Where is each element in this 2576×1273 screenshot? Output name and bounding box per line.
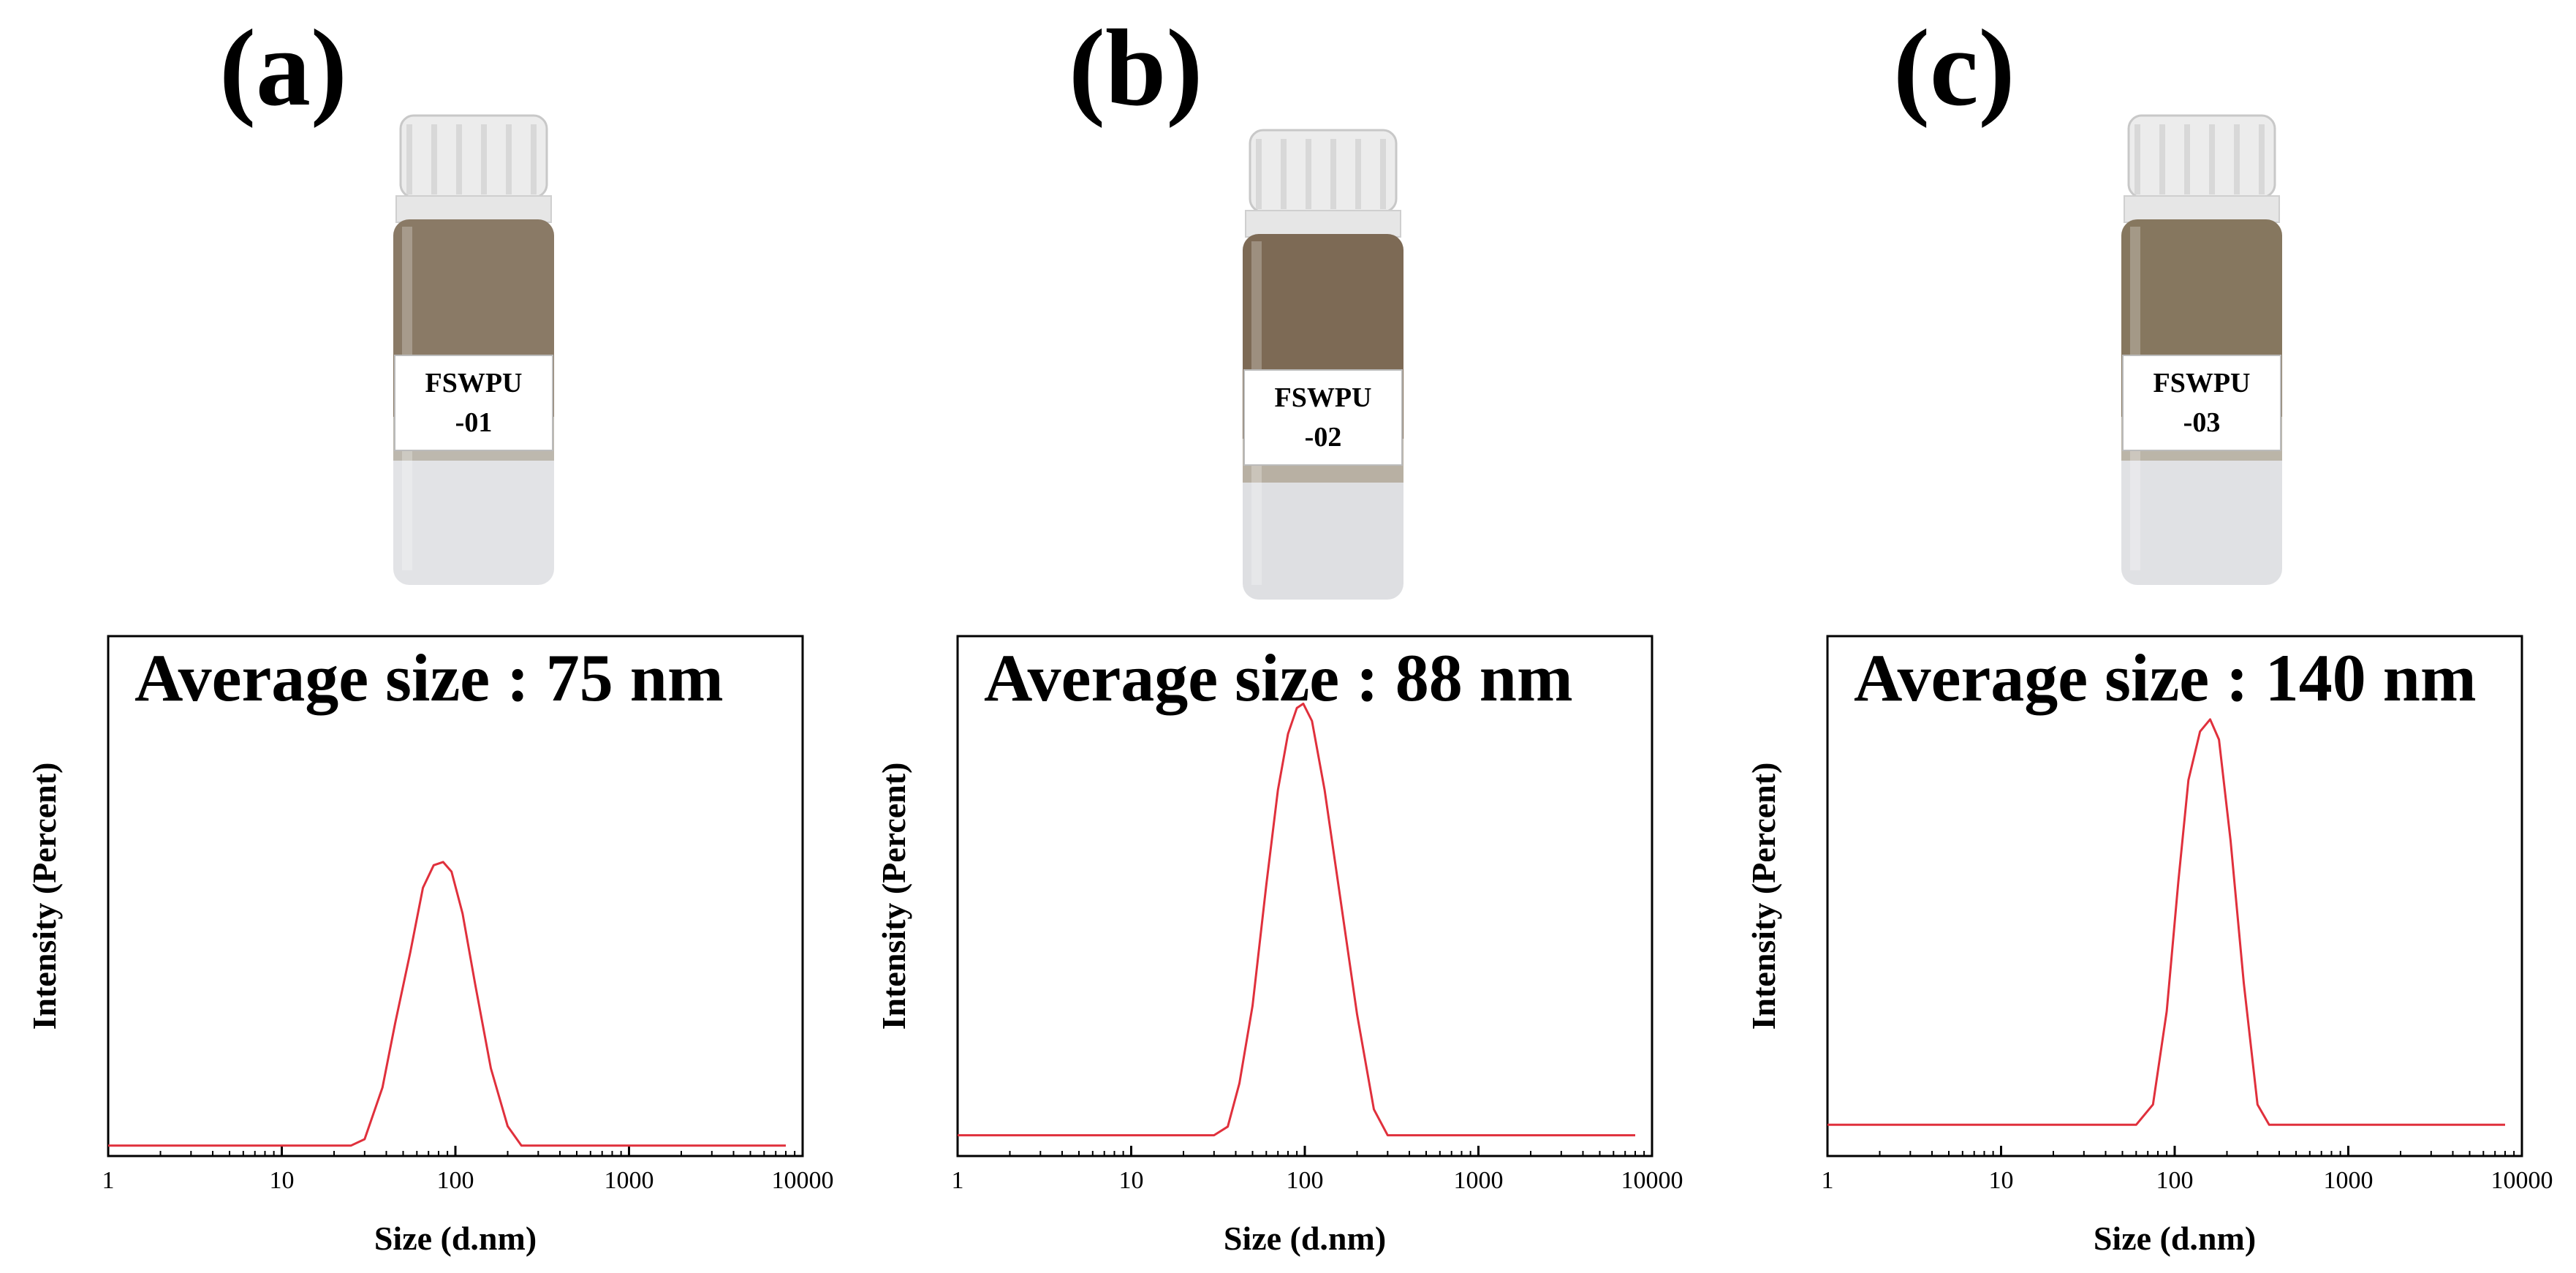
x-tick-label: 1 (102, 1167, 115, 1194)
vial-image: FSWPU -01 (393, 114, 554, 585)
x-tick-label: 1000 (605, 1167, 654, 1194)
x-tick-label: 1 (952, 1167, 964, 1194)
x-tick-label: 1000 (2324, 1167, 2374, 1194)
panel-letter: (a) (219, 7, 347, 129)
vial-image: FSWPU -03 (2121, 114, 2282, 585)
panel-letter: (c) (1893, 7, 2015, 129)
x-tick-label: 100 (1287, 1167, 1324, 1194)
chart-title: Average size : 88 nm (984, 641, 1573, 715)
panel-letter: (b) (1069, 7, 1203, 129)
series-line (108, 861, 786, 1147)
y-axis-label: Intensity (Percent) (26, 763, 63, 1030)
x-tick-label: 1 (1822, 1167, 1834, 1194)
vial-image: FSWPU -02 (1243, 129, 1403, 600)
x-tick-label: 100 (437, 1167, 474, 1194)
chart-title: Average size : 75 nm (135, 641, 724, 715)
x-tick-label: 100 (2156, 1167, 2194, 1194)
vial-label-line2: -02 (1305, 422, 1342, 453)
x-axis-label: Size (d.nm) (1224, 1220, 1386, 1257)
x-tick-label: 10000 (1621, 1167, 1683, 1194)
vial-label-line1: FSWPU (1275, 382, 1372, 413)
panel-a: (a) FSWPU -01 Average size : 75 nm 1 10 100… (0, 0, 858, 1273)
series-line (958, 702, 1635, 1137)
series-line (1827, 718, 2505, 1126)
vial-label-line2: -03 (2183, 407, 2221, 438)
x-tick-label: 10 (1119, 1167, 1144, 1194)
y-axis-label: Intensity (Percent) (875, 763, 912, 1030)
x-tick-label: 10 (270, 1167, 295, 1194)
vial-label-line1: FSWPU (2153, 368, 2251, 398)
x-tick-label: 1000 (1454, 1167, 1504, 1194)
y-axis-label: Intensity (Percent) (1745, 763, 1782, 1030)
x-tick-label: 10000 (772, 1167, 834, 1194)
x-axis-label: Size (d.nm) (374, 1220, 537, 1257)
vial-label-line1: FSWPU (425, 368, 523, 398)
chart-title: Average size : 140 nm (1854, 641, 2477, 715)
panel-c: (c) FSWPU -03 Average size : 140 nm 1 10 10… (1718, 0, 2576, 1273)
panel-b: (b) FSWPU -02 Average size : 88 nm 1 10 100… (854, 0, 1712, 1273)
dls-chart-a: Average size : 75 nm 1 10 100 1000 10000 Size … (26, 635, 834, 1257)
x-axis-label: Size (d.nm) (2094, 1220, 2256, 1257)
x-tick-label: 10000 (2491, 1167, 2553, 1194)
vial-label-line2: -01 (455, 407, 493, 438)
x-tick-label: 10 (1989, 1167, 2014, 1194)
dls-chart-b: Average size : 88 nm 1 10 100 1000 10000 Size … (875, 635, 1683, 1257)
dls-chart-c: Average size : 140 nm 1 10 100 1000 10000 Size… (1745, 635, 2553, 1257)
